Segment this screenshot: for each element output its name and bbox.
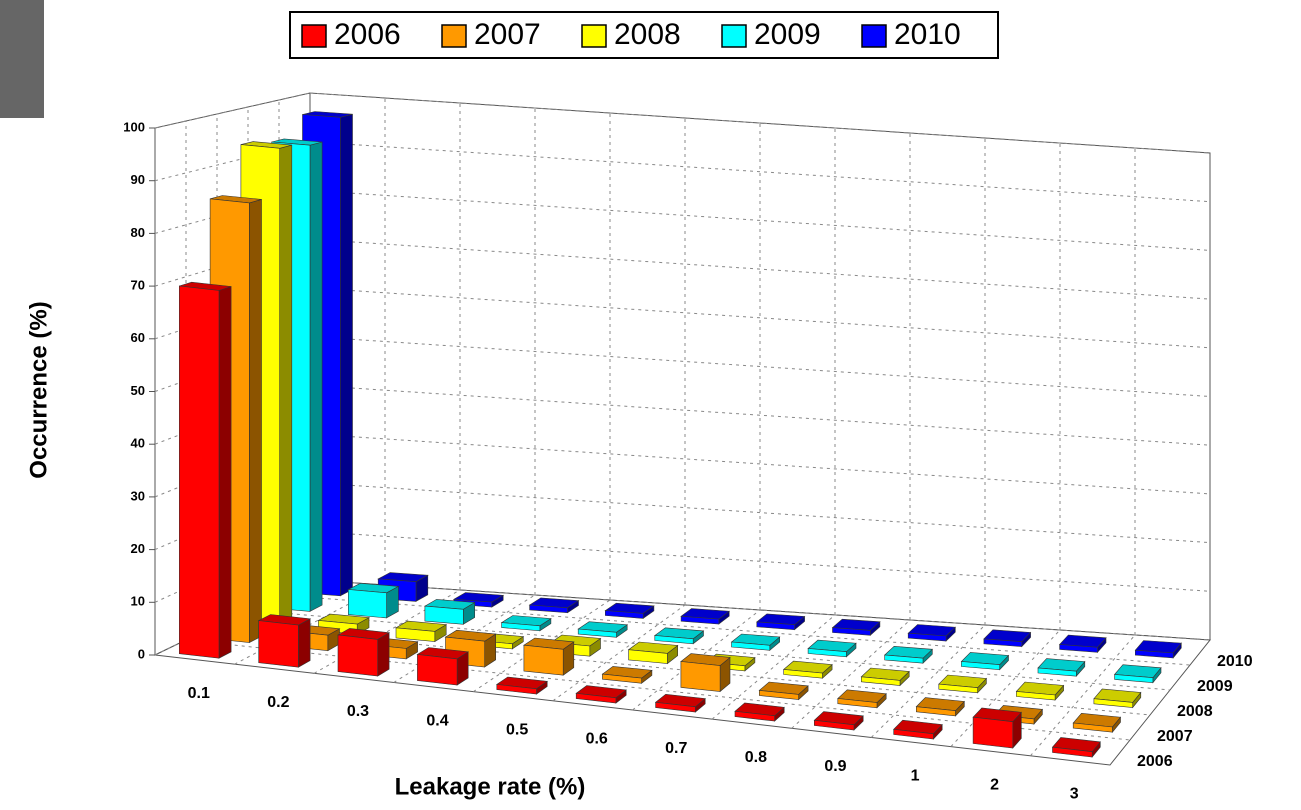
bar-3d — [757, 614, 805, 630]
legend-label: 2009 — [754, 18, 821, 51]
bar-3d — [578, 622, 627, 638]
y-tick-label: 50 — [131, 383, 145, 398]
bar-3d — [425, 599, 475, 624]
bar-3d — [530, 598, 579, 613]
x-tick-label: 3 — [1070, 786, 1079, 803]
bar — [179, 286, 219, 658]
bar-3d — [179, 282, 231, 658]
legend-swatch — [582, 25, 606, 47]
x-tick-label: 1 — [911, 767, 920, 784]
bar-3d — [732, 634, 780, 650]
bar — [417, 654, 457, 685]
bar-3d — [833, 619, 880, 635]
bar-side — [298, 619, 310, 667]
bar — [681, 662, 720, 692]
bar-3d — [259, 615, 310, 668]
bar — [973, 717, 1013, 748]
bar — [425, 606, 463, 624]
bar-side — [249, 199, 261, 642]
bar-3d — [808, 640, 856, 657]
chart: 20062007200820092010 Occurrence (%) Leak… — [0, 0, 1301, 805]
legend-swatch — [862, 25, 886, 47]
legend-swatch — [302, 25, 326, 47]
x-tick-label: 0.1 — [188, 685, 210, 702]
x-tick-label: 0.2 — [267, 694, 289, 711]
bar-3d — [973, 708, 1021, 748]
x-tick-label: 0.7 — [665, 740, 687, 757]
y-tick-label: 40 — [131, 436, 145, 451]
y-tick-label: 20 — [131, 541, 145, 556]
y-tick-label: 100 — [123, 119, 145, 134]
bar-3d — [396, 621, 446, 642]
x-tick-label: 0.5 — [506, 721, 528, 738]
bar-3d — [1115, 665, 1161, 683]
depth-label: 2010 — [1217, 653, 1253, 670]
depth-label: 2006 — [1137, 753, 1173, 770]
bar-side — [310, 142, 322, 611]
x-tick-label: 2 — [990, 776, 999, 793]
bar-3d — [961, 652, 1008, 669]
bar-3d — [681, 609, 729, 624]
legend: 2006 2007 2008 2009 2010 — [290, 12, 998, 58]
bar — [259, 621, 299, 668]
x-tick-label: 0.4 — [426, 712, 448, 729]
bar-3d — [984, 630, 1031, 647]
bar-3d — [629, 642, 678, 664]
y-tick-label: 80 — [131, 225, 145, 240]
bar — [524, 645, 563, 675]
bar-3d — [885, 646, 933, 663]
bar-side — [280, 145, 292, 627]
bar-3d — [1016, 682, 1063, 700]
legend-label: 2008 — [614, 18, 681, 51]
x-axis-title: Leakage rate (%) — [395, 773, 586, 800]
bar-side — [219, 287, 231, 659]
bar-3d — [655, 628, 704, 644]
bar-3d — [524, 638, 574, 675]
bar — [348, 590, 386, 618]
x-tick-label: 0.9 — [824, 758, 846, 775]
bar-3d — [502, 616, 551, 631]
depth-label: 2008 — [1177, 703, 1213, 720]
depth-label: 2009 — [1197, 678, 1233, 695]
bar-3d — [1060, 635, 1106, 652]
bar-3d — [1038, 659, 1085, 677]
legend-label: 2007 — [474, 18, 541, 51]
bar-3d — [939, 675, 987, 693]
y-tick-label: 10 — [131, 594, 145, 609]
bar-side — [378, 633, 389, 676]
x-tick-label: 0.3 — [347, 703, 369, 720]
y-tick-label: 90 — [131, 172, 145, 187]
legend-label: 2006 — [334, 18, 401, 51]
y-tick-label: 30 — [131, 488, 145, 503]
bar-3d — [348, 583, 398, 618]
bar-3d — [1094, 689, 1141, 708]
bar-3d — [605, 603, 654, 618]
y-tick-label: 0 — [138, 646, 145, 661]
bar-3d — [681, 654, 730, 692]
thumbnail-image — [0, 0, 44, 118]
bar-3d — [417, 648, 468, 686]
legend-label: 2010 — [894, 18, 961, 51]
depth-label: 2007 — [1157, 728, 1193, 745]
bar-3d — [1135, 641, 1181, 658]
y-tick-label: 70 — [131, 278, 145, 293]
y-axis-title: Occurrence (%) — [25, 301, 52, 478]
x-tick-label: 0.6 — [586, 731, 608, 748]
bar-3d — [338, 628, 389, 676]
bar — [338, 635, 378, 676]
x-tick-label: 0.8 — [745, 749, 767, 766]
legend-swatch — [722, 25, 746, 47]
y-tick-label: 60 — [131, 330, 145, 345]
bar-3d — [908, 625, 955, 642]
legend-swatch — [442, 25, 466, 47]
bar-side — [340, 114, 352, 596]
